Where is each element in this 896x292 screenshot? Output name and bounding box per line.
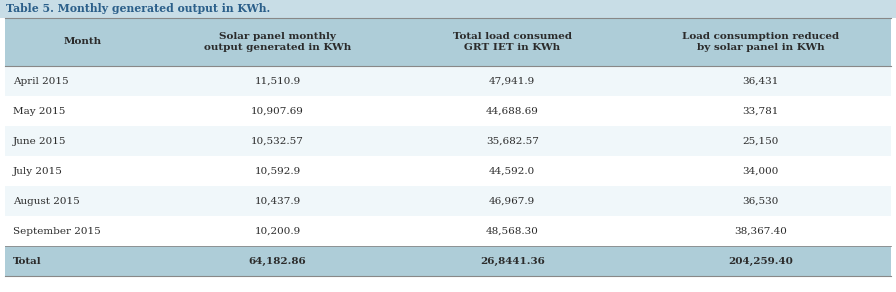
Bar [0,0,896,18]
Text: 11,510.9: 11,510.9 [254,77,300,86]
Bar [5,96,891,126]
Text: 36,530: 36,530 [742,197,779,206]
Text: 48,568.30: 48,568.30 [486,227,538,236]
Text: April 2015: April 2015 [13,77,69,86]
Text: Load consumption reduced
by solar panel in KWh: Load consumption reduced by solar panel … [682,32,839,52]
Bar [5,156,891,186]
Text: September 2015: September 2015 [13,227,100,236]
Text: 26,8441.36: 26,8441.36 [479,256,545,265]
Text: 46,967.9: 46,967.9 [489,197,536,206]
Text: 34,000: 34,000 [742,166,779,175]
Bar [5,186,891,216]
Text: 25,150: 25,150 [742,136,779,145]
Text: 33,781: 33,781 [742,107,779,116]
Text: 35,682.57: 35,682.57 [486,136,538,145]
Text: Table 5. Monthly generated output in KWh.: Table 5. Monthly generated output in KWh… [6,4,271,15]
Text: 204,259.40: 204,259.40 [728,256,793,265]
Text: Month: Month [64,37,101,46]
Text: 36,431: 36,431 [742,77,779,86]
Text: 38,367.40: 38,367.40 [734,227,787,236]
Text: 10,592.9: 10,592.9 [254,166,300,175]
Text: 44,688.69: 44,688.69 [486,107,538,116]
Text: Total: Total [13,256,41,265]
Text: 10,532.57: 10,532.57 [251,136,304,145]
Bar [5,18,891,66]
Bar [5,66,891,96]
Text: 44,592.0: 44,592.0 [489,166,536,175]
Text: 10,437.9: 10,437.9 [254,197,300,206]
Text: 10,907.69: 10,907.69 [251,107,304,116]
Text: Total load consumed
GRT IET in KWh: Total load consumed GRT IET in KWh [452,32,572,52]
Text: 64,182.86: 64,182.86 [248,256,306,265]
Text: 10,200.9: 10,200.9 [254,227,300,236]
Text: July 2015: July 2015 [13,166,63,175]
Text: 47,941.9: 47,941.9 [489,77,536,86]
Text: June 2015: June 2015 [13,136,66,145]
Bar [5,126,891,156]
Bar [5,246,891,276]
Text: Solar panel monthly
output generated in KWh: Solar panel monthly output generated in … [203,32,351,52]
Bar [5,216,891,246]
Text: August 2015: August 2015 [13,197,80,206]
Text: May 2015: May 2015 [13,107,65,116]
